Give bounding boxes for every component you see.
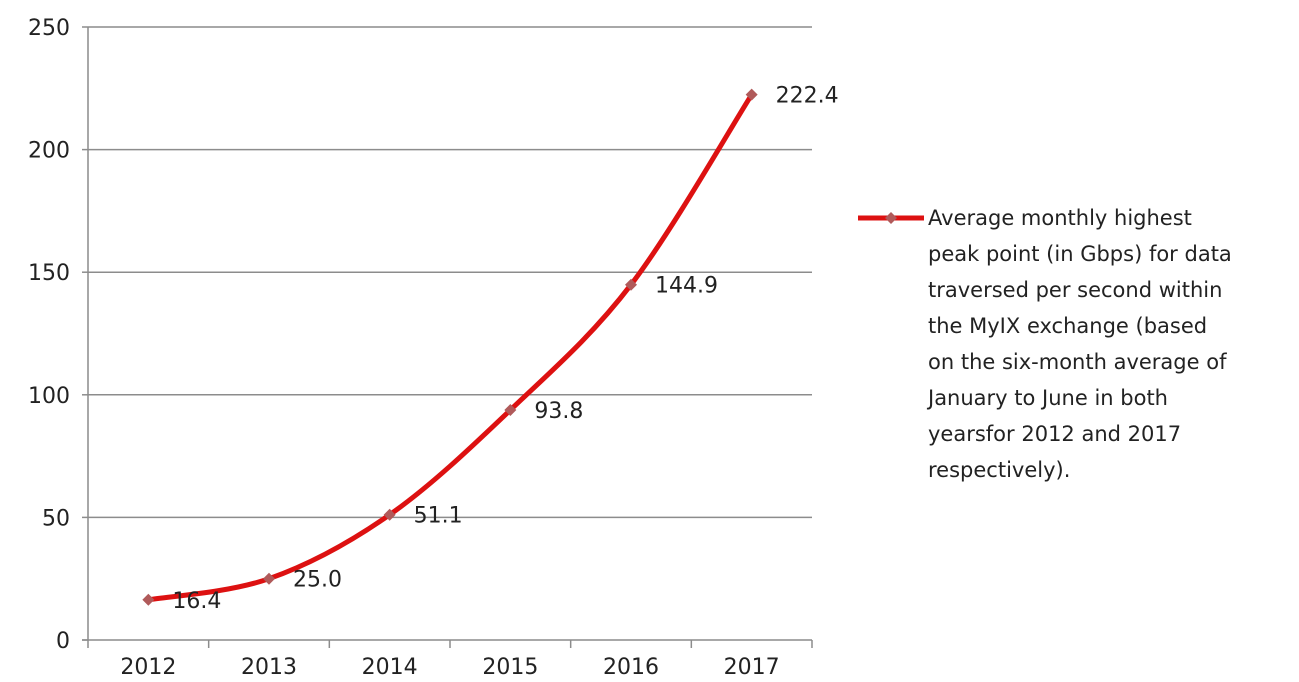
axes — [82, 26, 813, 648]
data-label-2013: 25.0 — [293, 568, 342, 593]
legend-text-line: on the six-month average of — [928, 350, 1227, 374]
data-label-2012: 16.4 — [172, 589, 221, 614]
data-point-2013 — [263, 572, 275, 585]
y-tick-label-0: 0 — [56, 629, 70, 654]
data-point-2015 — [504, 404, 517, 417]
data-label-2016: 144.9 — [655, 274, 718, 299]
data-label-2015: 93.8 — [534, 399, 583, 424]
legend-text-line: Average monthly highest — [928, 206, 1192, 230]
gridlines — [88, 26, 812, 519]
x-axis-tick-labels: 2012 2013 2014 2015 2016 2017 — [120, 655, 779, 680]
data-point-2016 — [625, 278, 637, 291]
x-tick-label-2016: 2016 — [603, 655, 659, 680]
data-label-2014: 51.1 — [414, 504, 463, 529]
series-markers — [142, 88, 758, 606]
legend-text-line: traversed per second within — [928, 278, 1222, 302]
legend: Average monthly highest peak point (in Gb… — [858, 206, 1232, 482]
data-label-2017: 222.4 — [776, 84, 839, 109]
legend-text-line: January to June in both — [926, 386, 1168, 410]
legend-text-line: respectively). — [928, 458, 1070, 482]
x-tick-label-2014: 2014 — [362, 655, 418, 680]
legend-text-line: peak point (in Gbps) for data — [928, 242, 1232, 266]
y-tick-label-100: 100 — [28, 384, 70, 409]
data-point-2014 — [383, 508, 396, 521]
data-point-2017 — [745, 88, 758, 101]
data-point-2012 — [142, 593, 155, 606]
data-labels: 16.4 25.0 51.1 93.8 144.9 222.4 — [172, 84, 838, 614]
y-tick-label-200: 200 — [28, 139, 70, 164]
y-tick-label-150: 150 — [28, 261, 70, 286]
legend-marker-sample — [885, 212, 897, 224]
y-axis-tick-labels: 0 50 100 150 200 250 — [28, 16, 70, 654]
legend-text-line: the MyIX exchange (based — [928, 314, 1207, 338]
y-tick-label-250: 250 — [28, 16, 70, 41]
x-tick-label-2017: 2017 — [724, 655, 780, 680]
x-tick-label-2015: 2015 — [482, 655, 538, 680]
legend-text-line: yearsfor 2012 and 2017 — [928, 422, 1181, 446]
x-tick-label-2012: 2012 — [120, 655, 176, 680]
x-tick-label-2013: 2013 — [241, 655, 297, 680]
y-tick-label-50: 50 — [42, 506, 70, 531]
